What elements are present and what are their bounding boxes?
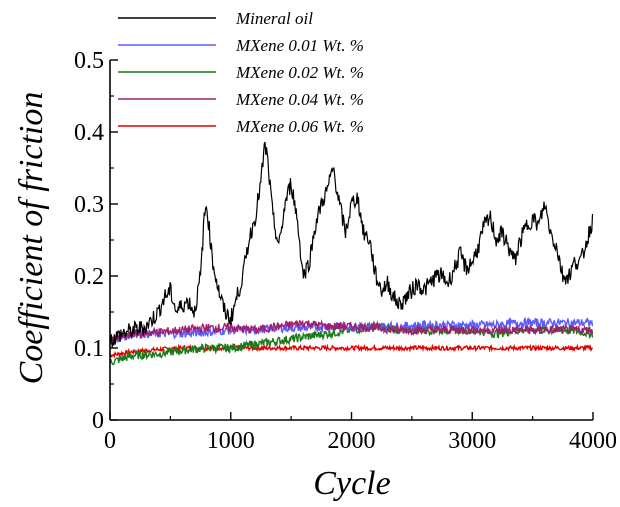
y-tick-label: 0.2 xyxy=(74,264,104,290)
legend: Mineral oil MXene 0.01 Wt. % MXene 0.02 Wt… xyxy=(118,9,364,136)
legend-label: MXene 0.02 Wt. % xyxy=(235,63,364,82)
y-axis-title: Coefficient of friction xyxy=(13,92,50,385)
y-tick-label: 0.3 xyxy=(74,192,104,218)
y-tick-label: 0.4 xyxy=(74,120,104,146)
x-axis-title: Cycle xyxy=(313,465,390,502)
legend-label: MXene 0.06 Wt. % xyxy=(235,117,364,136)
y-tick-label: 0.5 xyxy=(74,48,104,74)
x-tick-label: 0 xyxy=(104,428,116,454)
series-line-0 xyxy=(109,141,594,348)
y-tick-label: 0 xyxy=(92,408,104,434)
x-tick-label: 4000 xyxy=(569,428,617,454)
x-tick-label: 2000 xyxy=(328,428,376,454)
ticks-layer: 0 1000 2000 3000 4000 0 0.1 0.2 0.3 0.4 0.5 xyxy=(74,48,617,454)
x-tick-label: 3000 xyxy=(448,428,496,454)
legend-label: MXene 0.01 Wt. % xyxy=(235,36,364,55)
series-line-4 xyxy=(109,343,594,359)
legend-label: MXene 0.04 Wt. % xyxy=(235,90,364,109)
series-line-3 xyxy=(109,319,594,347)
legend-label: Mineral oil xyxy=(235,9,313,28)
x-tick-label: 1000 xyxy=(207,428,255,454)
y-tick-label: 0.1 xyxy=(74,336,104,362)
series-layer xyxy=(109,141,594,366)
